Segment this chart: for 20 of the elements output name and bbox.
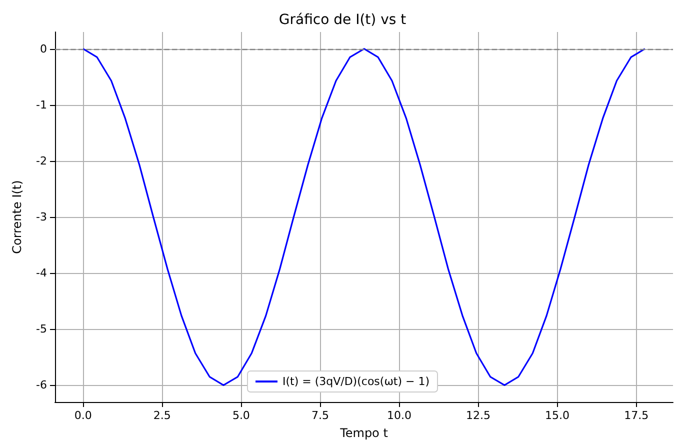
x-tick-label: 7.5	[311, 409, 329, 422]
x-tick-label: 0.0	[74, 409, 92, 422]
line-series	[82, 48, 646, 386]
x-axis-title: Tempo t	[339, 426, 388, 440]
legend-label: I(t) = (3qV/D)(cos(ωt) − 1)	[282, 375, 430, 388]
chart-title: Gráfico de I(t) vs t	[278, 12, 407, 28]
x-tick-label: 10.0	[386, 409, 412, 422]
x-tick-label: 2.5	[153, 409, 171, 422]
y-tick-label: 0	[40, 42, 47, 56]
x-tick-label: 17.5	[624, 409, 649, 422]
y-tick-label: -4	[36, 266, 47, 280]
y-tick-label: -5	[36, 322, 47, 336]
y-axis-title: Corrente I(t)	[10, 180, 24, 254]
y-tick-label: -1	[36, 98, 47, 112]
y-tick-label: -6	[36, 378, 47, 392]
x-tick-label: 15.0	[545, 409, 570, 422]
x-tick-label: 12.5	[466, 409, 491, 422]
y-tick-label: -2	[36, 154, 47, 168]
y-tick-label: -3	[36, 210, 47, 224]
x-tick-label: 5.0	[232, 409, 250, 422]
